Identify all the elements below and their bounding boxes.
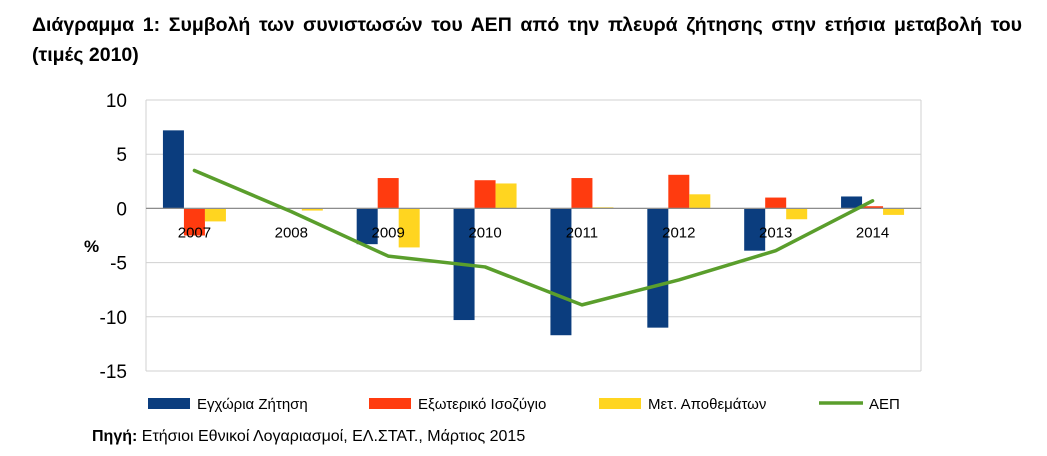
legend-swatch (599, 398, 641, 409)
gdp-line (192, 168, 875, 307)
legend: Εγχώρια Ζήτηση Εξωτερικό Ισοζύγιο Μετ. Απο… (148, 396, 900, 413)
legend-label: ΑΕΠ (869, 396, 900, 413)
bar (183, 208, 205, 236)
bar (786, 208, 808, 220)
bar (668, 174, 690, 209)
category-label: 2009 (372, 224, 405, 241)
bar (495, 183, 517, 209)
x-axis-categories: 2007 2008 2009 2010 2011 2012 2013 2014 (178, 224, 890, 241)
y-tick-label: -15 (100, 362, 127, 383)
y-tick-label: 0 (116, 199, 127, 220)
source-text: Ετήσιοι Εθνικοί Λογαριασμοί, ΕΛ.ΣΤΑΤ., Μ… (141, 428, 526, 445)
category-label: 2014 (856, 224, 889, 241)
bar (883, 208, 905, 215)
bar (689, 194, 711, 209)
bar (204, 208, 226, 222)
bar (474, 180, 496, 209)
y-tick-label: 10 (106, 91, 127, 112)
category-label: 2010 (468, 224, 501, 241)
bar (550, 208, 572, 336)
bar (356, 208, 378, 245)
legend-label: Μετ. Αποθεμάτων (648, 396, 766, 413)
y-axis-ticks: 10 5 0 -5 -10 -15 (100, 91, 127, 383)
bar (862, 206, 884, 209)
legend-swatch (369, 398, 411, 409)
bar (647, 208, 669, 328)
category-label: 2011 (566, 224, 598, 241)
bar (765, 197, 787, 209)
chart-title: Διάγραμμα 1: Συμβολή των συνιστωσών του … (32, 14, 1022, 66)
y-tick-label: -5 (110, 254, 127, 275)
source-note: Πηγή: Ετήσιοι Εθνικοί Λογαριασμοί, ΕΛ.ΣΤ… (92, 428, 525, 446)
bar (744, 208, 766, 251)
category-label: 2013 (759, 224, 792, 241)
bar (377, 178, 399, 209)
bar (571, 178, 593, 209)
category-label: 2008 (275, 224, 308, 241)
legend-label: Εγχώρια Ζήτηση (197, 396, 308, 413)
series-line (192, 168, 875, 307)
bar (398, 208, 420, 248)
y-tick-label: 5 (116, 145, 127, 166)
bar (841, 196, 863, 209)
category-label: 2007 (178, 224, 211, 241)
legend-label: Εξωτερικό Ισοζύγιο (418, 396, 546, 413)
legend-swatch (148, 398, 190, 409)
bar (162, 130, 184, 209)
source-label: Πηγή: (92, 428, 138, 445)
y-axis-label: % (84, 237, 99, 256)
y-tick-label: -10 (100, 308, 127, 329)
category-label: 2012 (662, 224, 695, 241)
bar (301, 208, 323, 211)
